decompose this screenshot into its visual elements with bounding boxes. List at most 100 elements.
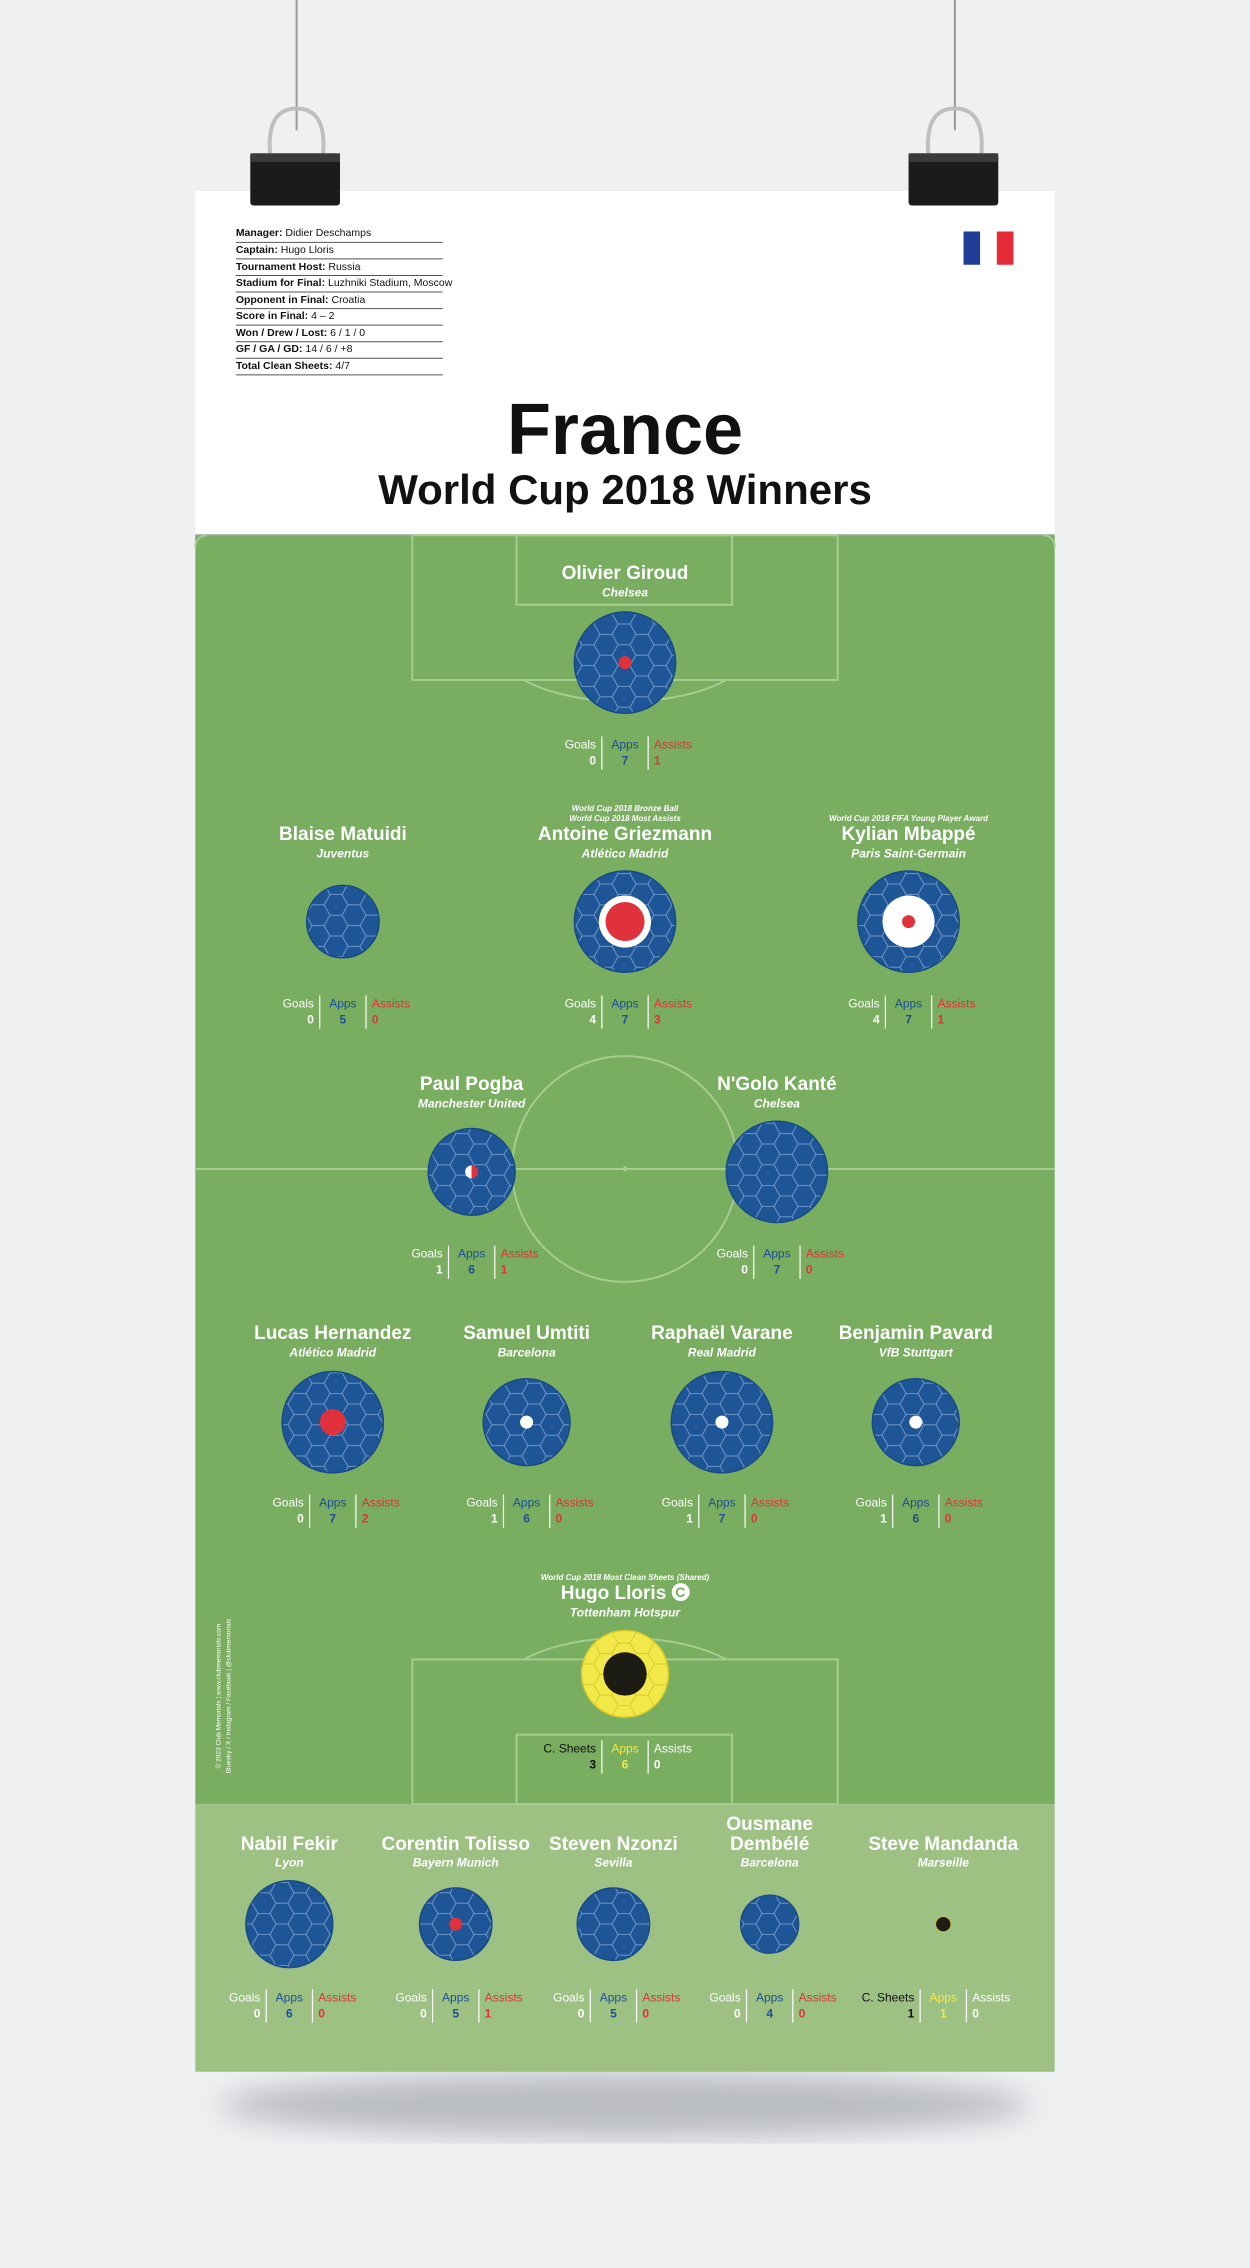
stat-value: 1 xyxy=(939,2006,947,2021)
info-label: Manager: xyxy=(235,227,283,240)
info-value: Russia xyxy=(325,260,361,273)
player-name: Antoine Griezmann xyxy=(537,823,713,845)
stat-label: Apps xyxy=(611,1741,639,1756)
info-value: Didier Deschamps xyxy=(282,227,372,240)
stat-value: 6 xyxy=(912,1511,920,1526)
stat-label: Assists xyxy=(653,737,692,752)
clip-shine xyxy=(908,153,999,163)
stat-value: 7 xyxy=(329,1511,337,1526)
goals xyxy=(465,1165,472,1179)
player-club: Chelsea xyxy=(601,585,649,600)
stat-value: 0 xyxy=(297,1511,304,1526)
ball-pattern xyxy=(576,1887,651,1962)
player-club: Marseille xyxy=(917,1856,969,1871)
player-award: World Cup 2018 Most Assists xyxy=(569,813,681,823)
player-award: World Cup 2018 FIFA Young Player Award xyxy=(829,813,988,823)
info-value: Luzhniki Stadium, Moscow xyxy=(325,277,453,290)
player-club: Paris Saint-Germain xyxy=(851,846,966,861)
stat-value: 1 xyxy=(653,753,661,768)
stat-label: Apps xyxy=(457,1247,486,1262)
stat-label: Assists xyxy=(750,1495,789,1510)
player-name: Samuel Umtiti xyxy=(463,1323,590,1345)
corner-arc xyxy=(194,534,207,547)
player-club: Juventus xyxy=(316,846,370,861)
player-name: N'Golo Kanté xyxy=(717,1074,837,1096)
info-label: Score in Final: xyxy=(235,310,309,323)
player-club: Bayern Munich xyxy=(412,1856,499,1871)
player-name: Lucas Hernandez xyxy=(254,1323,412,1345)
stat-value: 1 xyxy=(686,1511,693,1526)
stat-value: 1 xyxy=(490,1511,498,1526)
info-label: Opponent in Final: xyxy=(235,293,329,306)
stat-value: 6 xyxy=(286,2006,293,2021)
stat-value: 2 xyxy=(361,1511,369,1526)
ball-pattern xyxy=(305,884,380,959)
stat-label: Goals xyxy=(466,1495,498,1510)
flag-stripe xyxy=(996,231,1014,265)
binder-clip xyxy=(250,153,340,206)
clean-sheets xyxy=(603,1652,647,1696)
title: France xyxy=(506,390,744,471)
stat-value: 7 xyxy=(718,1511,726,1526)
stat-label: Goals xyxy=(229,1990,261,2005)
stat-value: 0 xyxy=(944,1511,952,1526)
goals xyxy=(715,1415,729,1429)
player-name: Olivier Giroud xyxy=(561,563,689,585)
stat-value: 3 xyxy=(653,1012,661,1027)
stat-label: Apps xyxy=(929,1990,957,2005)
stat-label: Apps xyxy=(611,996,639,1011)
stat-value: 1 xyxy=(484,2006,492,2021)
info-row: Manager: Didier Deschamps xyxy=(236,227,371,239)
ball-pattern xyxy=(245,1880,334,1969)
player-name: Blaise Matuidi xyxy=(279,823,407,845)
stat-value: 4 xyxy=(766,2006,774,2021)
info-value: 14 / 6 / +8 xyxy=(302,343,353,356)
info-label: Total Clean Sheets: xyxy=(235,359,333,372)
stat-label: Apps xyxy=(902,1495,930,1510)
stat-value: 0 xyxy=(318,2006,325,2021)
stat-value: 7 xyxy=(773,1262,781,1277)
ball-pattern xyxy=(739,1894,800,1954)
stat-label: Apps xyxy=(275,1990,304,2005)
stat-value: 4 xyxy=(872,1012,880,1027)
stat-value: 4 xyxy=(589,1012,597,1027)
info-row: Won / Drew / Lost: 6 / 1 / 0 xyxy=(236,327,365,339)
player-award: World Cup 2018 Most Clean Sheets (Shared… xyxy=(540,1573,710,1583)
stat-value: 7 xyxy=(621,753,629,768)
stat-label: Assists xyxy=(653,1741,692,1756)
assists xyxy=(449,1917,463,1931)
credit: Bluesky / X / Instagram / Facebook | @cl… xyxy=(225,1618,233,1773)
player-name: Kylian Mbappé xyxy=(841,823,976,845)
stat-label: Goals xyxy=(395,1990,427,2005)
stat-value: 1 xyxy=(500,1262,508,1277)
clip-wire xyxy=(267,106,326,160)
player-name: Hugo Lloris C xyxy=(561,1583,690,1605)
stat-value: 0 xyxy=(642,2006,650,2021)
assists xyxy=(902,915,916,929)
player-club: Tottenham Hotspur xyxy=(569,1605,681,1620)
stat-label: Apps xyxy=(894,996,923,1011)
stat-label: Assists xyxy=(318,1990,357,2005)
player-club: Sevilla xyxy=(594,1856,633,1871)
stat-value: 6 xyxy=(621,1757,629,1772)
ball-pattern xyxy=(725,1120,829,1224)
stat-label: Apps xyxy=(708,1495,736,1510)
assists xyxy=(618,656,632,670)
stat-label: Goals xyxy=(564,996,597,1011)
binder-clip xyxy=(908,153,999,206)
player-club: Atlético Madrid xyxy=(289,1345,377,1360)
info-row: GF / GA / GD: 14 / 6 / +8 xyxy=(236,343,353,355)
info-row: Opponent in Final: Croatia xyxy=(236,294,366,306)
player-name: Steve Mandanda xyxy=(868,1833,1019,1855)
player-name: Corentin Tolisso xyxy=(381,1833,530,1855)
stat-label: Goals xyxy=(848,996,880,1011)
info-value: 6 / 1 / 0 xyxy=(327,326,366,339)
stat-value: 0 xyxy=(420,2006,427,2021)
stat-label: Assists xyxy=(484,1990,523,2005)
stat-label: Apps xyxy=(611,737,639,752)
player-name: Raphaël Varane xyxy=(651,1323,793,1345)
player-club: Chelsea xyxy=(753,1096,800,1111)
player-club: Barcelona xyxy=(497,1345,556,1360)
stat-value: 1 xyxy=(436,1262,443,1277)
